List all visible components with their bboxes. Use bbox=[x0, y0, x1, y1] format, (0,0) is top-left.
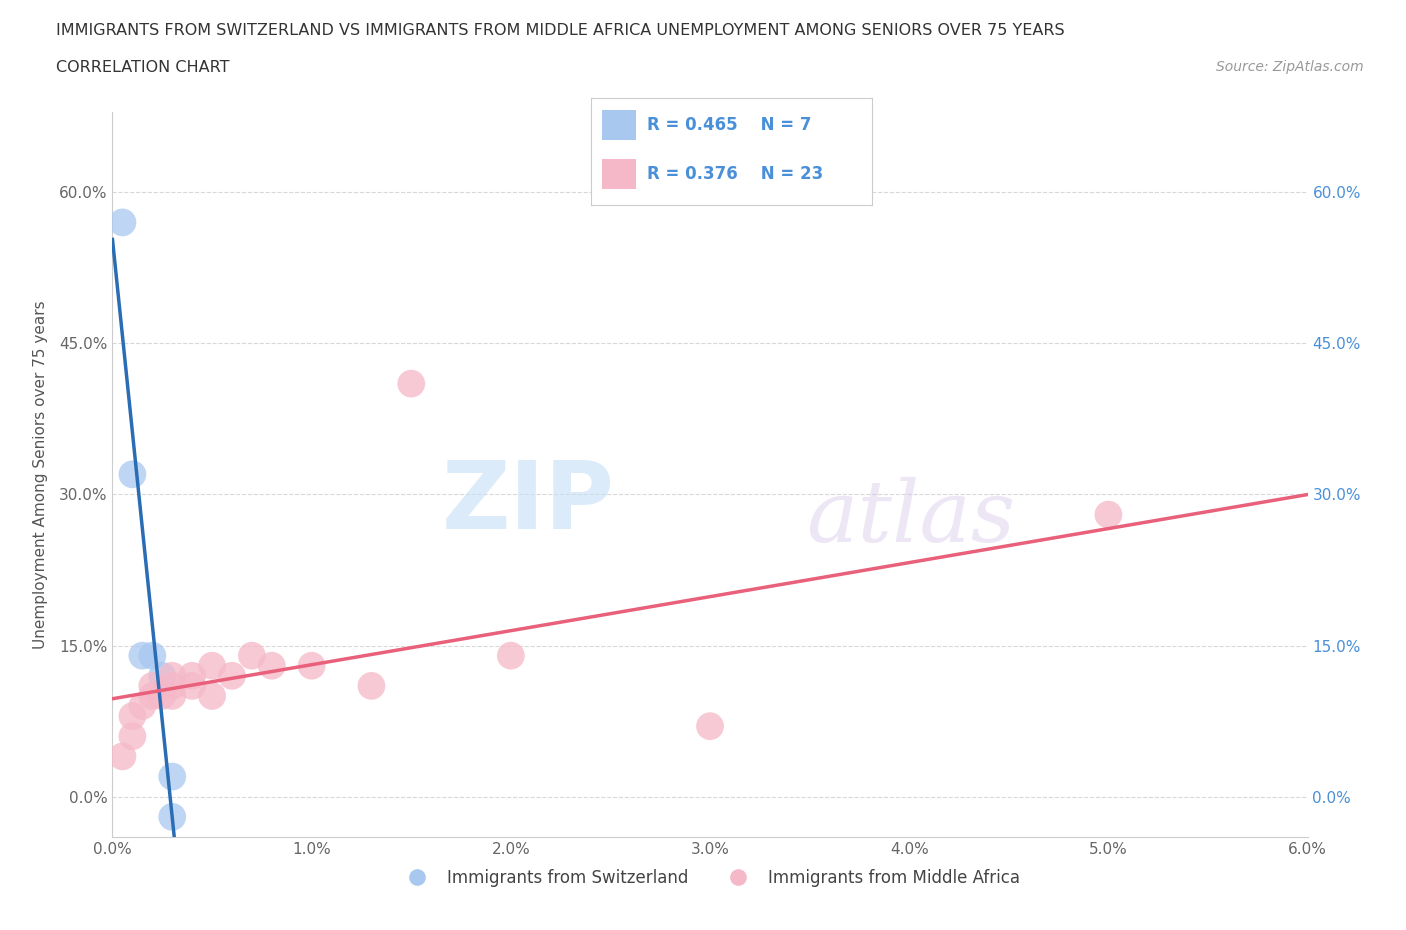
Point bbox=[111, 215, 134, 230]
Point bbox=[131, 698, 153, 713]
Point bbox=[121, 467, 143, 482]
Point bbox=[141, 648, 163, 663]
Point bbox=[150, 688, 173, 703]
Point bbox=[260, 658, 283, 673]
Text: Source: ZipAtlas.com: Source: ZipAtlas.com bbox=[1216, 60, 1364, 74]
Point bbox=[699, 719, 721, 734]
Point bbox=[360, 679, 382, 694]
Point bbox=[221, 669, 243, 684]
Point bbox=[1097, 507, 1119, 522]
Point bbox=[141, 688, 163, 703]
Point bbox=[201, 658, 224, 673]
Point bbox=[240, 648, 263, 663]
Point bbox=[499, 648, 522, 663]
Text: R = 0.376    N = 23: R = 0.376 N = 23 bbox=[647, 165, 823, 182]
Point bbox=[121, 709, 143, 724]
Point bbox=[141, 679, 163, 694]
Point bbox=[162, 769, 183, 784]
Text: IMMIGRANTS FROM SWITZERLAND VS IMMIGRANTS FROM MIDDLE AFRICA UNEMPLOYMENT AMONG : IMMIGRANTS FROM SWITZERLAND VS IMMIGRANT… bbox=[56, 23, 1064, 38]
Point bbox=[121, 729, 143, 744]
Text: CORRELATION CHART: CORRELATION CHART bbox=[56, 60, 229, 75]
Text: ZIP: ZIP bbox=[441, 458, 614, 550]
Y-axis label: Unemployment Among Seniors over 75 years: Unemployment Among Seniors over 75 years bbox=[32, 300, 48, 648]
Text: R = 0.465    N = 7: R = 0.465 N = 7 bbox=[647, 116, 811, 135]
Point bbox=[301, 658, 323, 673]
Point bbox=[162, 688, 183, 703]
Text: atlas: atlas bbox=[806, 476, 1015, 559]
Point bbox=[162, 669, 183, 684]
Point bbox=[150, 669, 173, 684]
Point bbox=[181, 669, 204, 684]
Point bbox=[131, 648, 153, 663]
Legend: Immigrants from Switzerland, Immigrants from Middle Africa: Immigrants from Switzerland, Immigrants … bbox=[394, 863, 1026, 894]
Point bbox=[111, 749, 134, 764]
Point bbox=[162, 679, 183, 694]
Bar bbox=[602, 111, 636, 140]
Point bbox=[162, 809, 183, 824]
Point bbox=[181, 679, 204, 694]
Point bbox=[201, 688, 224, 703]
Bar bbox=[602, 159, 636, 189]
Point bbox=[401, 377, 423, 392]
